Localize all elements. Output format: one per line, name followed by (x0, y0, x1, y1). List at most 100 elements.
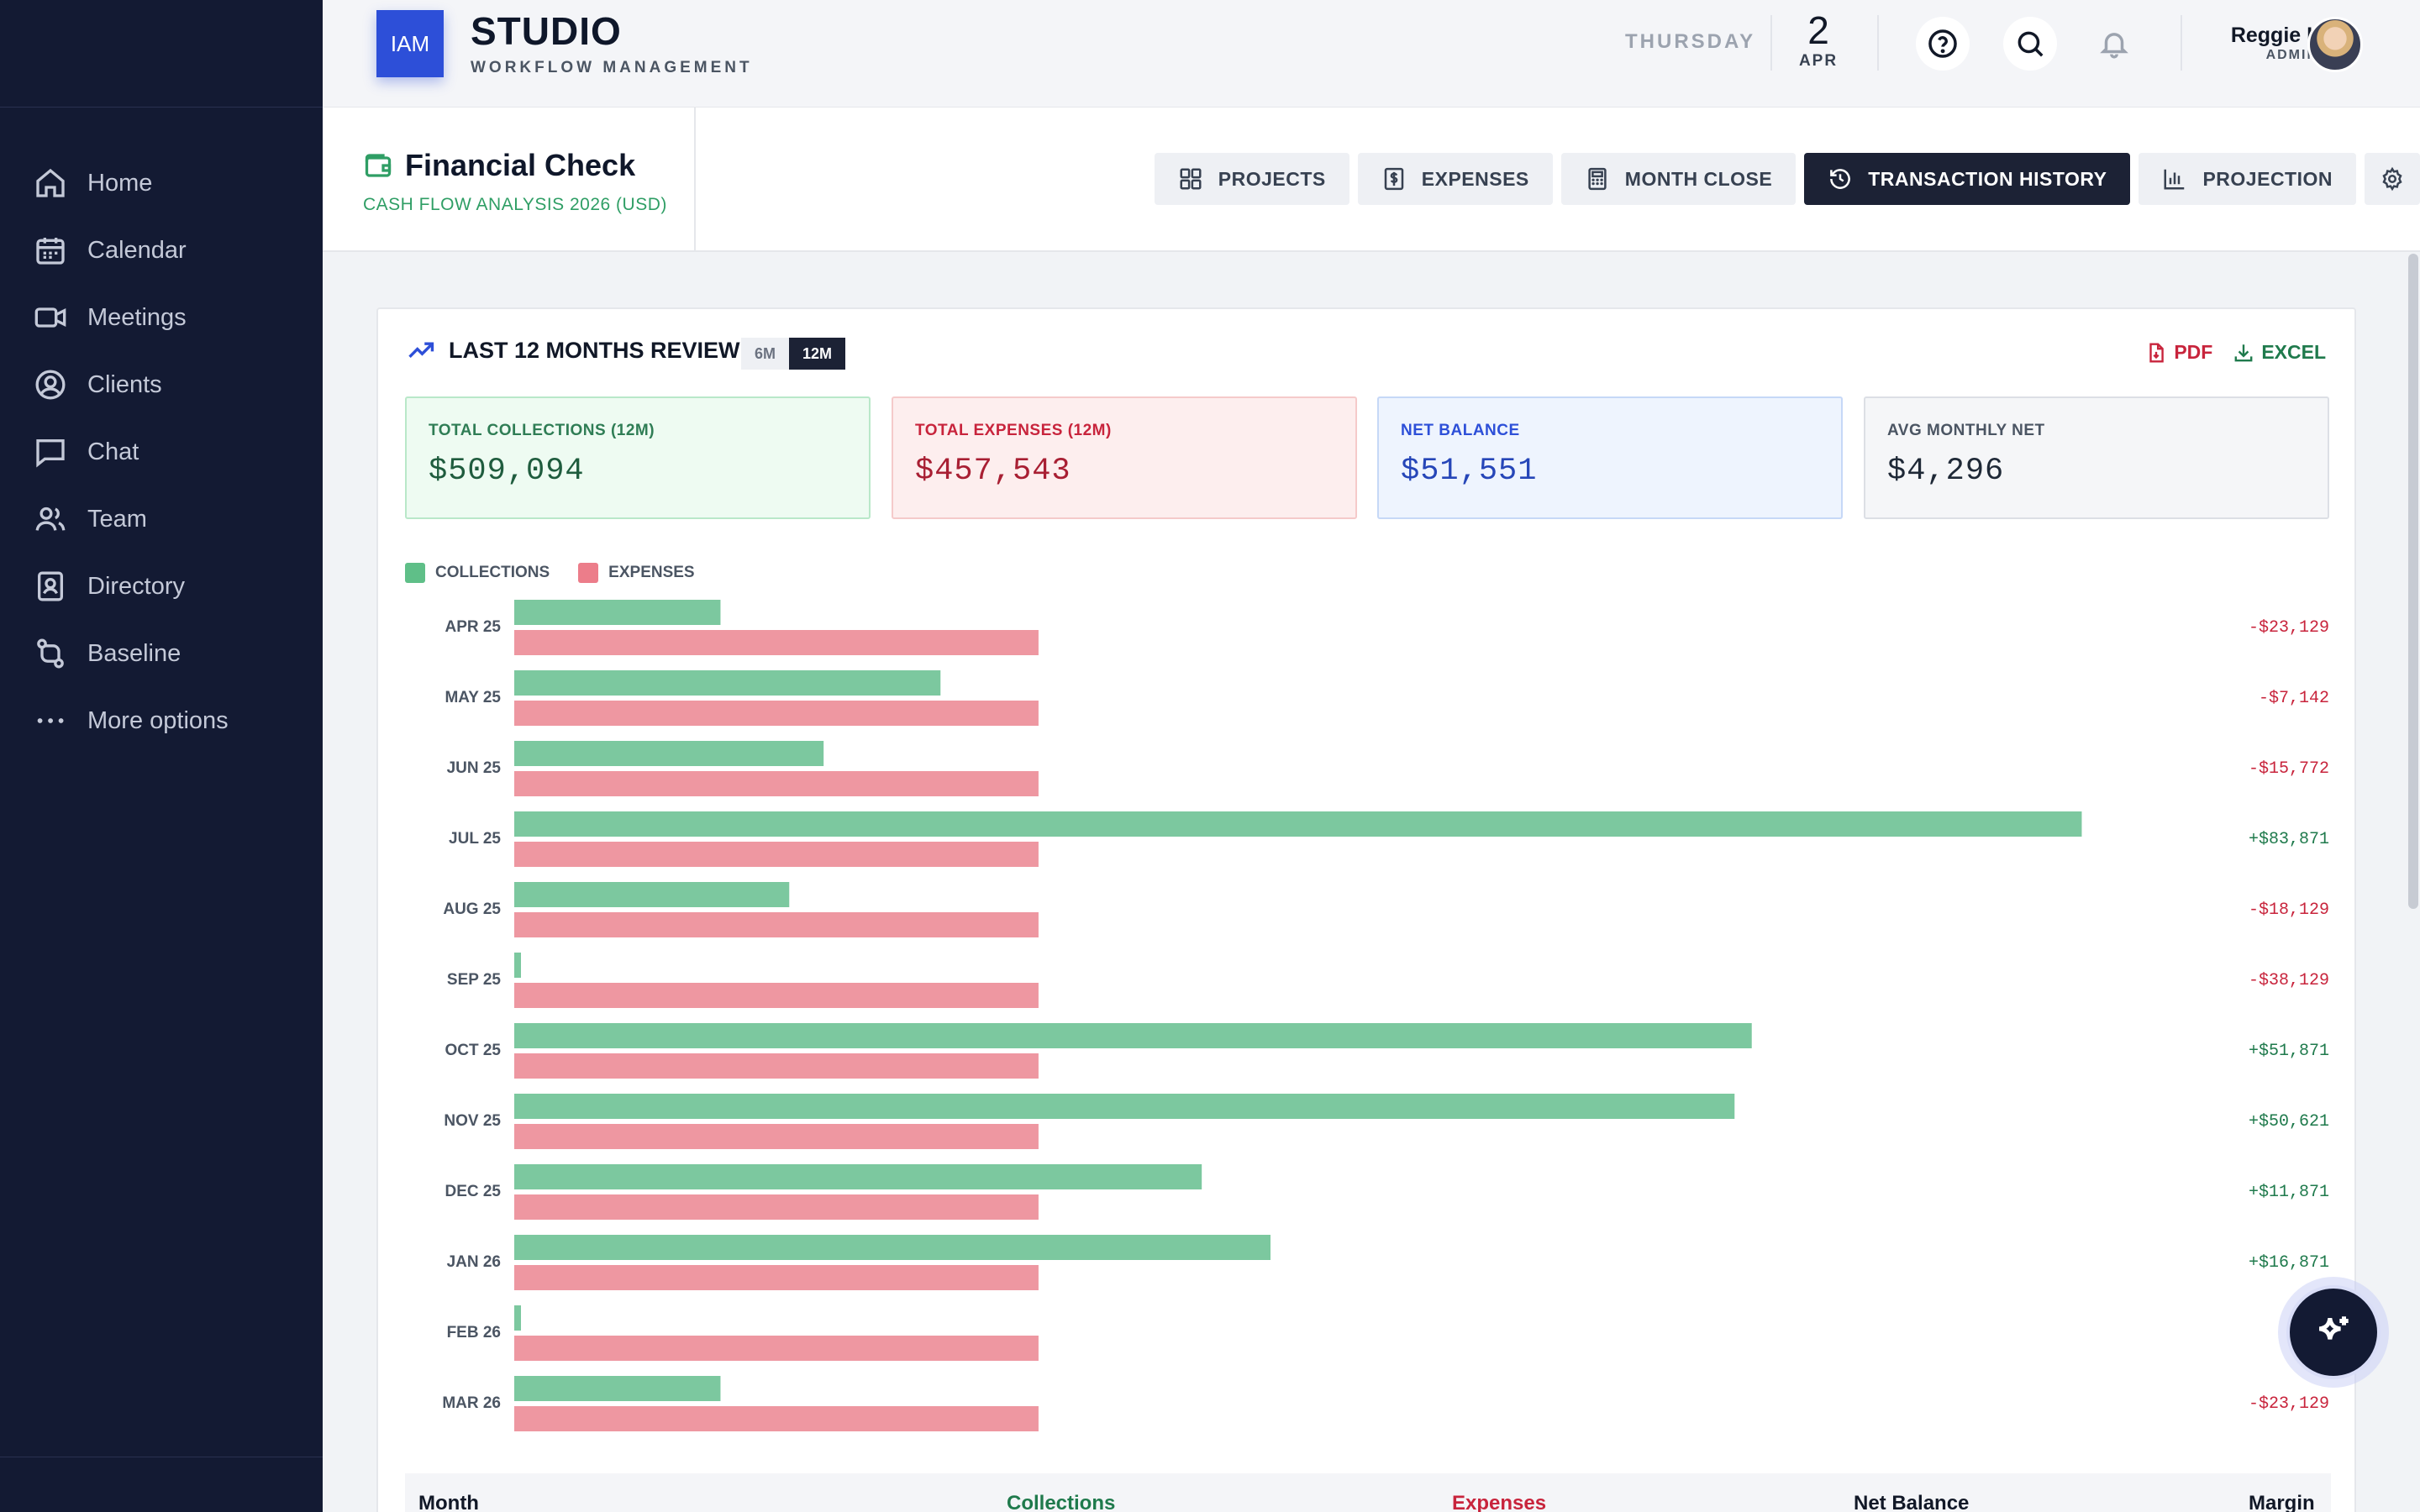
sidebar-footer (0, 1457, 323, 1512)
help-button[interactable] (1916, 17, 1970, 71)
range-6m-button[interactable]: 6M (741, 338, 790, 370)
tab-month-close[interactable]: MONTH CLOSE (1560, 153, 1797, 205)
kpi-row: TOTAL COLLECTIONS (12M) $509,094 TOTAL E… (405, 396, 2331, 519)
brand-title: STUDIO (471, 9, 622, 53)
bar-collections (514, 1164, 1202, 1189)
column-header-month: Month (418, 1492, 479, 1512)
tab-label: MONTH CLOSE (1624, 167, 1773, 190)
team-icon (35, 507, 66, 531)
export-pdf-button[interactable]: PDF (2145, 341, 2212, 364)
category-label: NOV 25 (444, 1112, 501, 1130)
home-icon (36, 168, 65, 197)
tab-expenses[interactable]: EXPENSES (1357, 153, 1553, 205)
brand-logo[interactable]: IAM (376, 10, 444, 77)
column-header-expenses: Expenses (1452, 1492, 1547, 1512)
scrollbar-thumb[interactable] (2408, 254, 2418, 909)
bar-expenses (514, 701, 1039, 726)
download-icon (2234, 344, 2253, 361)
more-icon (37, 718, 64, 723)
sidebar-item-clients[interactable]: Clients (0, 351, 323, 418)
sidebar-item-label: Directory (87, 572, 186, 600)
tab-bar: PROJECTS EXPENSES MONTH CLOSE TRANSACTIO… (1146, 153, 2420, 205)
sidebar-item-chat[interactable]: Chat (0, 418, 323, 486)
day-number: 2 (1807, 8, 1829, 52)
page-title: Financial Check (363, 148, 635, 183)
user-info[interactable]: Reggie I. ADMIN (2201, 24, 2318, 63)
kpi-value: $4,296 (1887, 454, 2005, 489)
day-name: THURSDAY (1625, 30, 1756, 53)
export-excel-button[interactable]: EXCEL (2233, 341, 2326, 364)
kpi-avg-monthly-net: AVG MONTHLY NET $4,296 (1864, 396, 2329, 519)
range-12m-button[interactable]: 12M (789, 338, 846, 370)
category-label: FEB 26 (447, 1324, 501, 1341)
sidebar: Home Calendar Meetings Clients Chat Team… (0, 0, 323, 1512)
net-balance-label: -$23,129 (2249, 1394, 2329, 1414)
bar-chart-icon (2164, 169, 2185, 190)
net-balance-label: -$7,142 (2259, 689, 2329, 708)
tab-projects[interactable]: PROJECTS (1154, 153, 1349, 205)
search-icon (2018, 31, 2044, 57)
legend-item-collections: COLLECTIONS (405, 563, 550, 583)
sidebar-item-home[interactable]: Home (0, 150, 323, 217)
net-balance-label: +$11,871 (2249, 1183, 2329, 1202)
tab-projection[interactable]: PROJECTION (2139, 153, 2356, 205)
net-balance-label: +$83,871 (2249, 830, 2329, 849)
export-actions: PDF EXCEL (2125, 341, 2326, 364)
divider (2181, 15, 2182, 71)
export-pdf-label: PDF (2174, 341, 2213, 363)
bar-collections (514, 882, 790, 907)
legend-swatch (405, 563, 425, 583)
user-role: ADMIN (2265, 48, 2318, 62)
category-label: APR 25 (445, 618, 501, 636)
video-icon (34, 307, 66, 328)
page-title-text: Financial Check (405, 148, 636, 182)
divider (1877, 15, 1879, 71)
sidebar-item-directory[interactable]: Directory (0, 553, 323, 620)
bar-collections (514, 1376, 721, 1401)
legend-label: COLLECTIONS (435, 564, 550, 581)
sidebar-item-team[interactable]: Team (0, 486, 323, 553)
bar-collections (514, 600, 721, 625)
tab-label: PROJECTS (1218, 167, 1326, 190)
kpi-label: NET BALANCE (1401, 422, 1520, 439)
tab-transaction-history[interactable]: TRANSACTION HISTORY (1804, 153, 2131, 205)
bar-expenses (514, 912, 1039, 937)
wallet-icon (365, 154, 392, 177)
category-label: AUG 25 (443, 900, 501, 918)
sidebar-item-label: Chat (87, 438, 139, 465)
category-label: DEC 25 (445, 1183, 501, 1200)
sidebar-nav: Home Calendar Meetings Clients Chat Team… (0, 108, 323, 754)
range-toggle: 6M 12M (741, 338, 846, 370)
sidebar-header (0, 0, 323, 108)
sidebar-item-label: Calendar (87, 236, 187, 264)
category-label: JAN 26 (447, 1253, 501, 1271)
table-header: Month Collections Expenses Net Balance M… (405, 1473, 2331, 1512)
kpi-value: $51,551 (1401, 454, 1538, 489)
sidebar-item-label: Baseline (87, 639, 182, 667)
sidebar-item-calendar[interactable]: Calendar (0, 217, 323, 284)
page-title-block: Financial Check CASH FLOW ANALYSIS 2026 … (323, 108, 696, 252)
net-balance-label: -$15,772 (2249, 759, 2329, 779)
tab-label: PROJECTION (2202, 167, 2333, 190)
category-label: JUL 25 (449, 830, 501, 848)
bell-icon (2100, 33, 2128, 59)
avatar[interactable] (2307, 17, 2363, 72)
net-balance-label: +$51,871 (2249, 1042, 2329, 1061)
kpi-total-collections: TOTAL COLLECTIONS (12M) $509,094 (405, 396, 871, 519)
brand-subtitle: WORKFLOW MANAGEMENT (471, 59, 753, 76)
sidebar-item-baseline[interactable]: Baseline (0, 620, 323, 687)
sidebar-item-meetings[interactable]: Meetings (0, 284, 323, 351)
notifications-button[interactable] (2087, 17, 2141, 71)
search-button[interactable] (2003, 17, 2057, 71)
calendar-icon (36, 238, 65, 265)
bar-collections (514, 1094, 1735, 1119)
kpi-label: TOTAL EXPENSES (12M) (915, 422, 1112, 439)
export-excel-label: EXCEL (2261, 341, 2326, 363)
settings-button[interactable] (2365, 153, 2420, 205)
sidebar-item-more-options[interactable]: More options (0, 687, 323, 754)
ai-assistant-button[interactable] (2286, 1285, 2381, 1379)
kpi-net-balance: NET BALANCE $51,551 (1377, 396, 1843, 519)
category-label: OCT 25 (445, 1042, 501, 1059)
kpi-label: AVG MONTHLY NET (1887, 422, 2045, 439)
sparkles-icon (2318, 1316, 2349, 1340)
